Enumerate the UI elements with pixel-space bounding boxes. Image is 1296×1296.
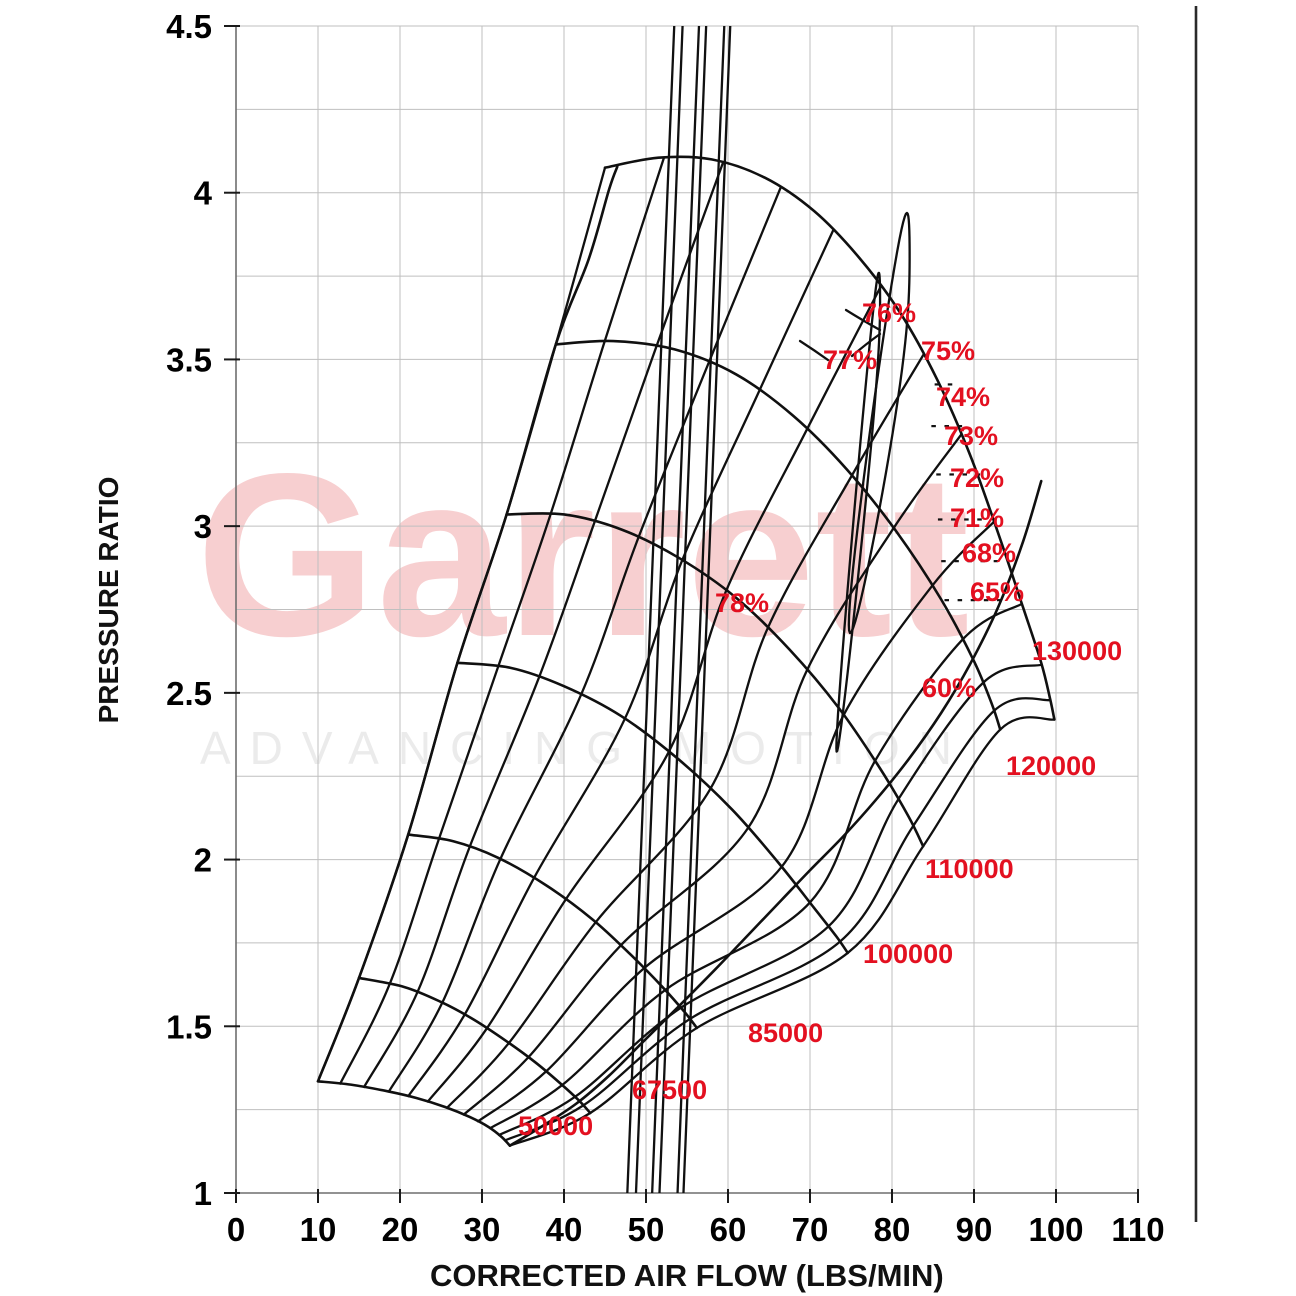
x-tick-label: 0: [227, 1211, 245, 1248]
speed-label: 130000: [1032, 636, 1122, 666]
speed-line: [505, 512, 925, 848]
spoke-line-group: [316, 156, 1056, 1147]
y-tick-label: 3: [194, 508, 212, 545]
x-tick-label: 90: [956, 1211, 993, 1248]
y-tick-label: 4: [194, 175, 213, 212]
label-leader-curve: [844, 308, 882, 332]
blade-loading-line: [387, 187, 782, 1093]
x-tick-label: 110: [1111, 1211, 1164, 1248]
grid: [235, 25, 1139, 1194]
speed-line: [316, 1080, 512, 1147]
blade-loading-line: [362, 162, 724, 1089]
x-tick-label: 20: [382, 1211, 419, 1248]
speed-line: [406, 833, 699, 1030]
map-curves: [316, 26, 1056, 1193]
blade-loading-line: [339, 156, 666, 1085]
blade-loading-line: [462, 433, 963, 1116]
efficiency-label: 60%: [922, 673, 976, 703]
y-tick-label: 2.5: [166, 675, 212, 712]
watermark: Garrett ADVANCING MOTION: [196, 426, 971, 774]
annotation-labels: 76% 77% 75% 74% 73% 72% 71% 68% 65% 78% 60% 50000 67…: [518, 298, 1122, 1141]
axis-lines: [224, 25, 1139, 1203]
y-tick-label: 1: [194, 1175, 212, 1212]
blade-loading-line: [488, 602, 1023, 1130]
y-axis-title: PRESSURE RATIO: [93, 477, 124, 724]
x-tick-label: 100: [1028, 1211, 1083, 1248]
label-leader-curve: [798, 339, 830, 362]
watermark-tagline: ADVANCING MOTION: [200, 722, 971, 774]
blade-loading-line: [503, 697, 1052, 1142]
speed-line: [357, 976, 592, 1115]
x-axis-title: CORRECTED AIR FLOW (LBS/MIN): [430, 1258, 944, 1293]
efficiency-label: 71%: [950, 503, 1004, 533]
tick-label-group: 4.5 4 3.5 3 2.5 2 1.5 10 10 20 30 40 50 60 70 80 90 100 11…: [166, 8, 1165, 1248]
blade-loading-line: [426, 285, 882, 1103]
efficiency-island: [847, 211, 911, 635]
speed-label: 120000: [1006, 751, 1096, 781]
x-tick-label: 80: [874, 1211, 911, 1248]
blade-loading-line: [476, 520, 996, 1123]
efficiency-label: 77%: [823, 345, 877, 375]
efficiency-island-group: [626, 26, 911, 1193]
choke-line: [508, 479, 1043, 1147]
speed-line: [554, 339, 1002, 731]
efficiency-label: 76%: [862, 298, 916, 328]
x-tick-label: 10: [300, 1211, 337, 1248]
x-tick-label: 70: [792, 1211, 829, 1248]
efficiency-label: 78%: [715, 588, 769, 618]
speed-line: [456, 661, 850, 955]
speed-label: 50000: [518, 1111, 593, 1141]
blade-loading-line: [407, 229, 835, 1098]
label-leader-group: [798, 308, 1002, 602]
efficiency-label: 68%: [962, 538, 1016, 568]
y-tick-label: 1.5: [166, 1008, 212, 1045]
blade-loading-line: [508, 716, 1056, 1147]
speed-label: 85000: [748, 1018, 823, 1048]
label-leader-curve: [850, 332, 882, 358]
efficiency-label: 75%: [921, 336, 975, 366]
x-tick-label: 60: [710, 1211, 747, 1248]
blade-loading-line: [497, 663, 1043, 1137]
x-tick-label: 30: [464, 1211, 501, 1248]
blade-loading-line: [316, 166, 607, 1083]
y-tick-label: 4.5: [166, 8, 212, 45]
speed-label: 100000: [863, 939, 953, 969]
y-tick-label: 3.5: [166, 341, 212, 378]
efficiency-island: [835, 271, 882, 753]
efficiency-label: 73%: [944, 421, 998, 451]
blade-loading-line: [445, 353, 925, 1109]
efficiency-label: 74%: [936, 382, 990, 412]
speed-label: 67500: [632, 1075, 707, 1105]
efficiency-label: 72%: [950, 463, 1004, 493]
efficiency-label: 65%: [970, 577, 1024, 607]
x-tick-label: 40: [546, 1211, 583, 1248]
x-tick-label: 50: [628, 1211, 665, 1248]
y-tick-label: 2: [194, 842, 212, 879]
speed-label: 110000: [925, 854, 1014, 884]
